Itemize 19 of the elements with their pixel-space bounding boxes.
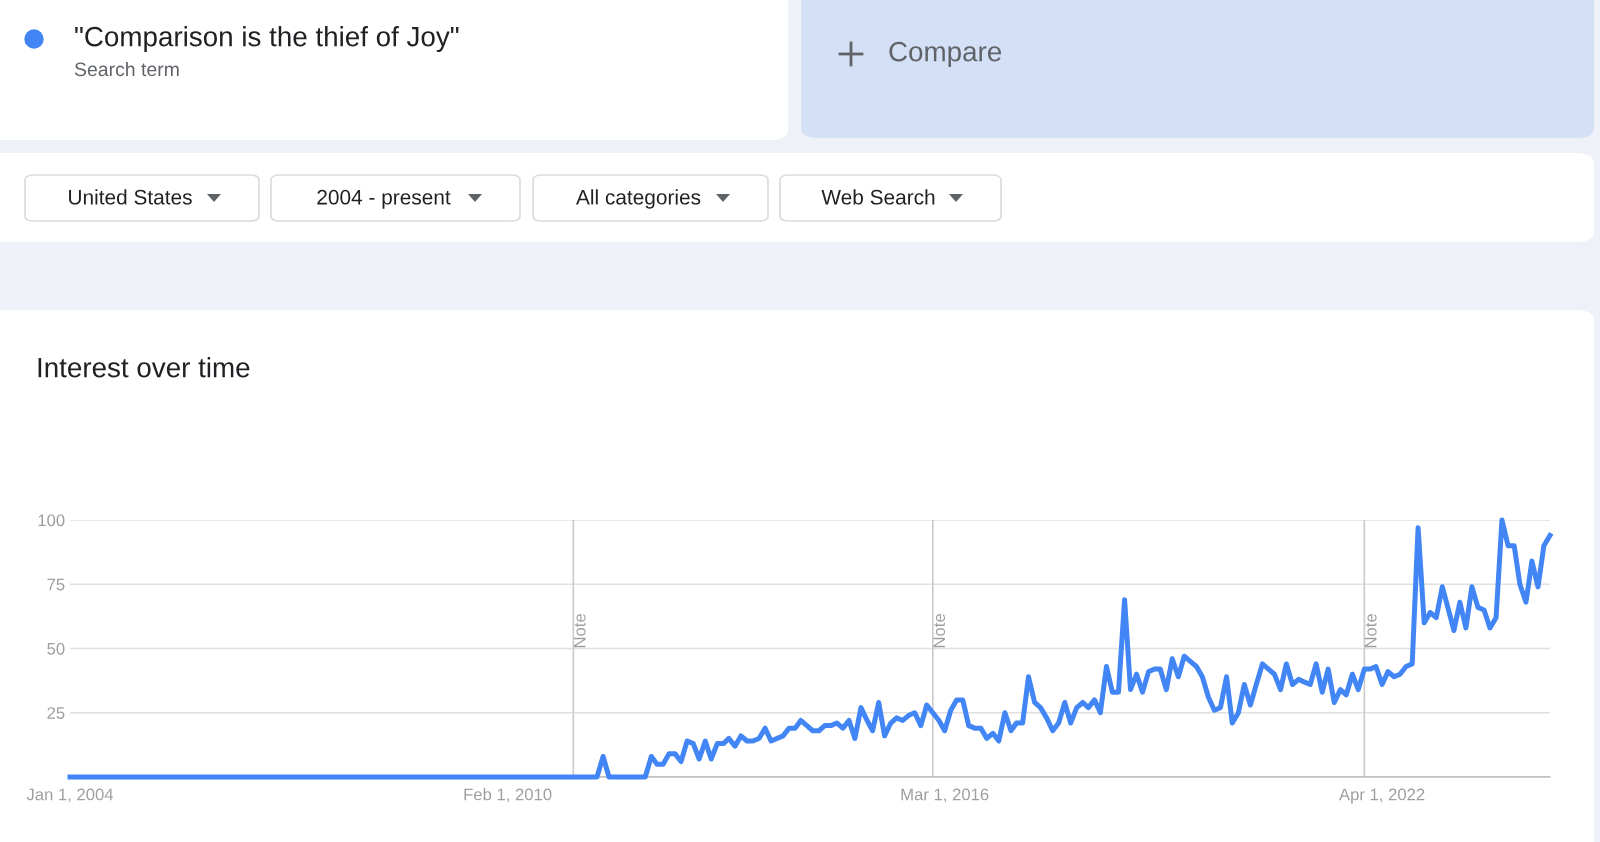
ref-line-label: Note — [573, 614, 586, 648]
text: Search term — [74, 61, 179, 77]
text: Web Search — [821, 189, 935, 205]
ref-line-label: Note — [1364, 614, 1377, 648]
text: United States — [69, 189, 192, 205]
y-tick-label: 25 — [47, 707, 65, 719]
text: Compare — [889, 41, 1002, 67]
text: All categories — [576, 189, 701, 209]
y-tick-label: 100 — [38, 514, 65, 527]
x-tick-label: Jan 1, 2004 — [26, 788, 114, 803]
chart-title: Interest over time — [38, 357, 250, 378]
ref-line-label: Note — [933, 614, 946, 648]
text: 2004 - present — [317, 189, 451, 209]
y-tick-label: 75 — [47, 578, 65, 591]
x-tick-label: Feb 1, 2010 — [464, 788, 552, 803]
legend-label: "Comparison is the thief of Joy" — [75, 26, 459, 52]
x-tick-label: Mar 1, 2016 — [901, 788, 989, 803]
y-tick-label: 50 — [47, 642, 65, 655]
x-tick-label: Apr 1, 2022 — [1339, 788, 1425, 804]
